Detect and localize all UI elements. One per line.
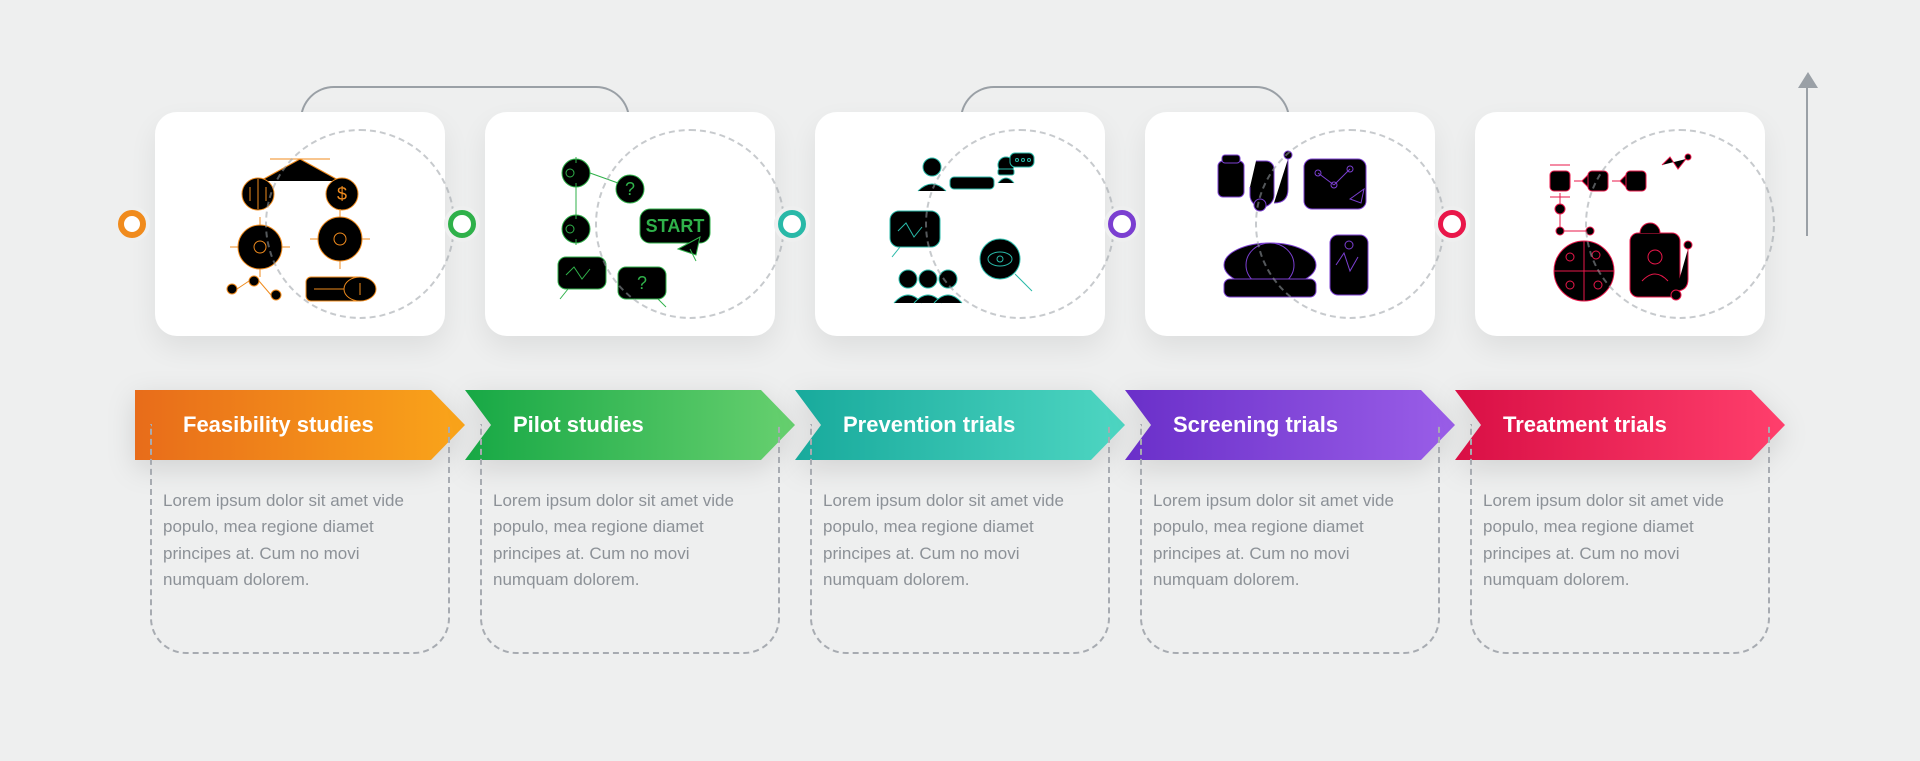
step-label: Screening trials xyxy=(1173,412,1338,438)
step-description: Lorem ipsum dolor sit amet vide populo, … xyxy=(135,488,465,593)
step-label: Feasibility studies xyxy=(183,412,374,438)
infographic-stage: Feasibility studies Pilot studies Preventi… xyxy=(0,0,1920,761)
step-card xyxy=(815,112,1105,336)
dashed-circle xyxy=(1255,129,1445,319)
step-arrow: Treatment trials xyxy=(1455,390,1785,460)
step-description: Lorem ipsum dolor sit amet vide populo, … xyxy=(1125,488,1455,593)
timeline-dot xyxy=(448,210,476,238)
arrow-row: Feasibility studies Pilot studies Preventi… xyxy=(0,390,1920,460)
step-label: Pilot studies xyxy=(513,412,644,438)
timeline-dot xyxy=(1108,210,1136,238)
step-card xyxy=(155,112,445,336)
timeline-dot xyxy=(1438,210,1466,238)
step-label: Treatment trials xyxy=(1503,412,1667,438)
step-arrow: Screening trials xyxy=(1125,390,1455,460)
dashed-circle xyxy=(595,129,785,319)
card-row xyxy=(0,112,1920,336)
step-arrow: Pilot studies xyxy=(465,390,795,460)
step-arrow: Prevention trials xyxy=(795,390,1125,460)
dashed-circle xyxy=(265,129,455,319)
step-card xyxy=(1145,112,1435,336)
dashed-circle xyxy=(1585,129,1775,319)
step-label: Prevention trials xyxy=(843,412,1015,438)
step-description: Lorem ipsum dolor sit amet vide populo, … xyxy=(465,488,795,593)
step-card xyxy=(1475,112,1765,336)
dashed-circle xyxy=(925,129,1115,319)
description-row: Lorem ipsum dolor sit amet vide populo, … xyxy=(0,488,1920,593)
step-arrow: Feasibility studies xyxy=(135,390,465,460)
timeline-dot xyxy=(778,210,806,238)
step-card xyxy=(485,112,775,336)
timeline-dot xyxy=(118,210,146,238)
step-description: Lorem ipsum dolor sit amet vide populo, … xyxy=(1455,488,1785,593)
step-description: Lorem ipsum dolor sit amet vide populo, … xyxy=(795,488,1125,593)
